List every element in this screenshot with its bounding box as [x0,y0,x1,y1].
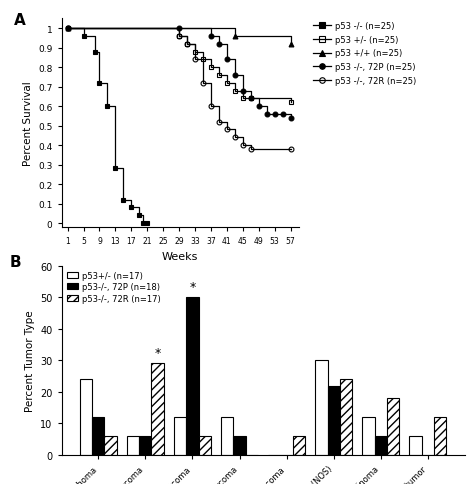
Text: *: * [189,280,196,293]
Bar [387,398,399,455]
Bar [174,417,186,455]
Bar [293,436,305,455]
Text: B: B [9,255,21,270]
Bar [152,364,164,455]
Bar [340,379,352,455]
Y-axis label: Percent Tumor Type: Percent Tumor Type [25,310,35,411]
Bar [199,436,211,455]
Bar [233,436,246,455]
Text: *: * [155,346,161,359]
Bar [315,361,328,455]
Bar [434,417,446,455]
Bar [328,386,340,455]
X-axis label: Weeks: Weeks [162,251,198,261]
Y-axis label: Percent Survival: Percent Survival [23,81,33,166]
Bar [186,298,199,455]
Bar [374,436,387,455]
Bar [104,436,117,455]
Bar [139,436,152,455]
Bar [127,436,139,455]
Bar [410,436,422,455]
Bar [363,417,374,455]
Bar [92,417,104,455]
Text: A: A [14,13,26,28]
Legend: p53+/- (n=17), p53-/-, 72P (n=18), p53-/-, 72R (n=17): p53+/- (n=17), p53-/-, 72P (n=18), p53-/… [66,271,161,304]
Legend: p53 -/- (n=25), p53 +/- (n=25), p53 +/+ (n=25), p53 -/-, 72P (n=25), p53 -/-, 72: p53 -/- (n=25), p53 +/- (n=25), p53 +/+ … [312,21,417,86]
Bar [80,379,92,455]
Bar [221,417,233,455]
